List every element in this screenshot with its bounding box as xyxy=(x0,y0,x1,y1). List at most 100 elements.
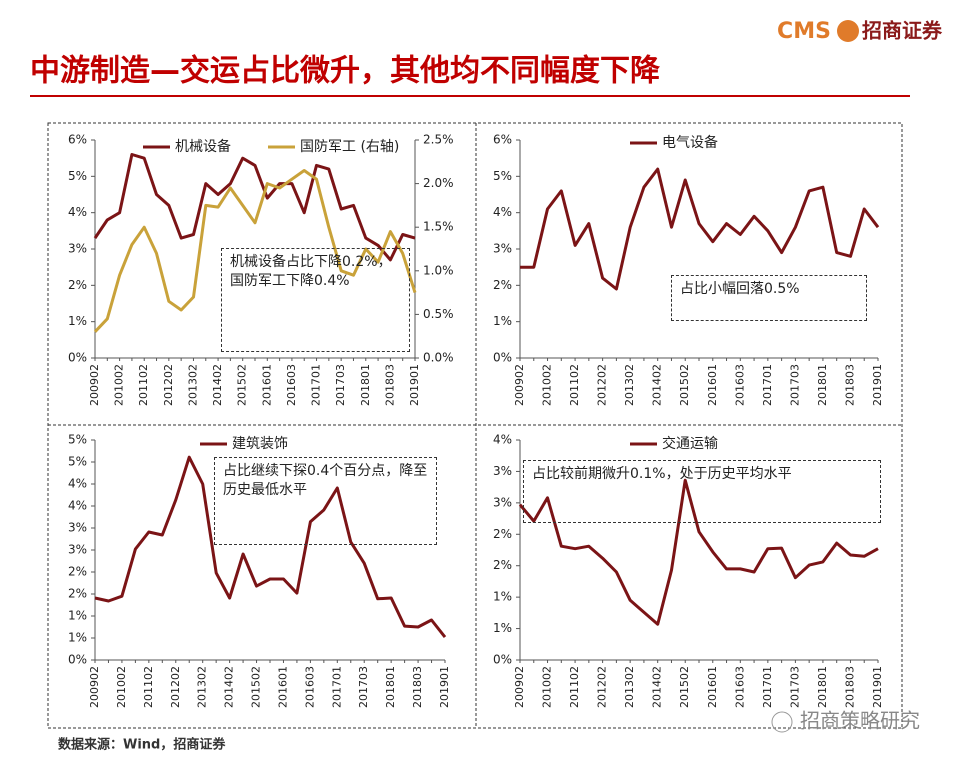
y-tick-label: 4% xyxy=(68,499,87,513)
x-tick-label: 201603 xyxy=(733,666,746,708)
y-tick-label: 5% xyxy=(68,433,87,447)
y-tick-label: 3% xyxy=(68,543,87,557)
series-line xyxy=(94,455,447,639)
x-tick-label: 201102 xyxy=(568,364,581,406)
source: 数据来源：Wind，招商证券 xyxy=(58,737,226,753)
x-tick-label: 201701 xyxy=(310,364,323,406)
y-tick-label: 5% xyxy=(68,169,87,183)
x-tick-label: 201002 xyxy=(115,666,128,708)
x-tick-label: 201601 xyxy=(706,666,719,708)
annotation: 占比较前期微升0.1%，处于历史平均水平 xyxy=(523,460,881,523)
x-tick-label: 201901 xyxy=(871,364,884,406)
y-tick-label: 0% xyxy=(68,351,87,365)
x-tick-label: 201202 xyxy=(596,364,609,406)
y-tick-label: 3% xyxy=(68,242,87,256)
logo-en: CMS xyxy=(777,19,831,44)
x-tick-label: 201801 xyxy=(816,666,829,708)
y-tick-label: 4% xyxy=(68,477,87,491)
y-tick-label: 0% xyxy=(68,653,87,667)
watermark-icon xyxy=(771,711,793,733)
x-tick-label: 201901 xyxy=(438,666,451,708)
x-tick-label: 201202 xyxy=(162,364,175,406)
legend-label: 国防军工 (右轴) xyxy=(300,139,399,155)
x-tick-label: 201601 xyxy=(276,666,289,708)
y-tick-label: 3% xyxy=(493,464,512,478)
y-tick-label: 2% xyxy=(493,527,512,541)
x-tick-label: 200902 xyxy=(513,666,526,708)
series-line xyxy=(93,153,416,262)
legend-label: 交通运输 xyxy=(662,435,718,452)
legend-label: 电气设备 xyxy=(662,134,718,151)
x-tick-label: 201601 xyxy=(260,364,273,406)
x-tick-label: 201801 xyxy=(384,666,397,708)
x-tick-label: 201002 xyxy=(541,666,554,708)
x-tick-label: 201703 xyxy=(334,364,347,406)
annotation: 占比继续下探0.4个百分点，降至历史最低水平 xyxy=(214,457,437,545)
y2-tick-label: 1.5% xyxy=(423,220,454,234)
x-tick-label: 200902 xyxy=(88,666,101,708)
y-tick-label: 6% xyxy=(493,133,512,147)
x-tick-label: 201803 xyxy=(843,364,856,406)
y2-tick-label: 0.5% xyxy=(423,307,454,321)
x-tick-label: 200902 xyxy=(513,364,526,406)
x-tick-label: 201901 xyxy=(408,364,421,406)
x-tick-label: 201502 xyxy=(678,666,691,708)
x-tick-label: 201402 xyxy=(223,666,236,708)
y-tick-label: 4% xyxy=(493,205,512,219)
x-tick-label: 201603 xyxy=(285,364,298,406)
x-tick-label: 201102 xyxy=(142,666,155,708)
y-tick-label: 1% xyxy=(493,590,512,604)
x-tick-label: 201701 xyxy=(761,364,774,406)
page-title: 中游制造—交运占比微升，其他均不同幅度下降 xyxy=(30,54,661,89)
y-tick-label: 1% xyxy=(68,631,87,645)
y-tick-label: 1% xyxy=(493,314,512,328)
y-tick-label: 2% xyxy=(68,587,87,601)
x-tick-label: 201803 xyxy=(383,364,396,406)
x-tick-label: 201502 xyxy=(678,364,691,406)
y-tick-label: 2% xyxy=(493,558,512,572)
legend-label: 建筑装饰 xyxy=(232,436,288,452)
x-tick-label: 201601 xyxy=(706,364,719,406)
y-tick-label: 5% xyxy=(493,169,512,183)
x-tick-label: 201102 xyxy=(568,666,581,708)
series-line xyxy=(93,169,417,333)
series-line xyxy=(520,167,880,291)
annotation: 占比小幅回落0.5% xyxy=(671,275,867,321)
x-tick-label: 201302 xyxy=(196,666,209,708)
y-tick-label: 0% xyxy=(493,653,512,667)
x-tick-label: 201402 xyxy=(651,364,664,406)
annotation: 机械设备占比下降0.2%，国防军工下降0.4% xyxy=(221,248,410,352)
x-tick-label: 201102 xyxy=(137,364,150,406)
x-tick-label: 201703 xyxy=(788,666,801,708)
y-tick-label: 0% xyxy=(493,351,512,365)
x-tick-label: 201603 xyxy=(733,364,746,406)
x-tick-label: 201002 xyxy=(541,364,554,406)
x-tick-label: 201002 xyxy=(113,364,126,406)
y2-tick-label: 2.5% xyxy=(423,133,454,147)
y-tick-label: 2% xyxy=(68,565,87,579)
y-tick-label: 2% xyxy=(493,278,512,292)
x-tick-label: 201502 xyxy=(250,666,263,708)
y-tick-label: 4% xyxy=(493,433,512,447)
x-tick-label: 201701 xyxy=(761,666,774,708)
legend-label: 机械设备 xyxy=(175,138,231,155)
y2-tick-label: 2.0% xyxy=(423,176,454,190)
x-tick-label: 201703 xyxy=(357,666,370,708)
x-tick-label: 201803 xyxy=(843,666,856,708)
x-tick-label: 201302 xyxy=(623,666,636,708)
y2-tick-label: 1.0% xyxy=(423,263,454,277)
logo-cn: 招商证券 xyxy=(862,19,943,43)
x-tick-label: 201803 xyxy=(411,666,424,708)
x-tick-label: 201502 xyxy=(236,364,249,406)
y-tick-label: 1% xyxy=(68,314,87,328)
x-tick-label: 201901 xyxy=(871,666,884,708)
x-tick-label: 201302 xyxy=(623,364,636,406)
y-tick-label: 1% xyxy=(68,609,87,623)
x-tick-label: 201603 xyxy=(303,666,316,708)
x-tick-label: 201801 xyxy=(816,364,829,406)
y-tick-label: 3% xyxy=(493,495,512,509)
y-tick-label: 4% xyxy=(68,205,87,219)
x-tick-label: 201801 xyxy=(359,364,372,406)
